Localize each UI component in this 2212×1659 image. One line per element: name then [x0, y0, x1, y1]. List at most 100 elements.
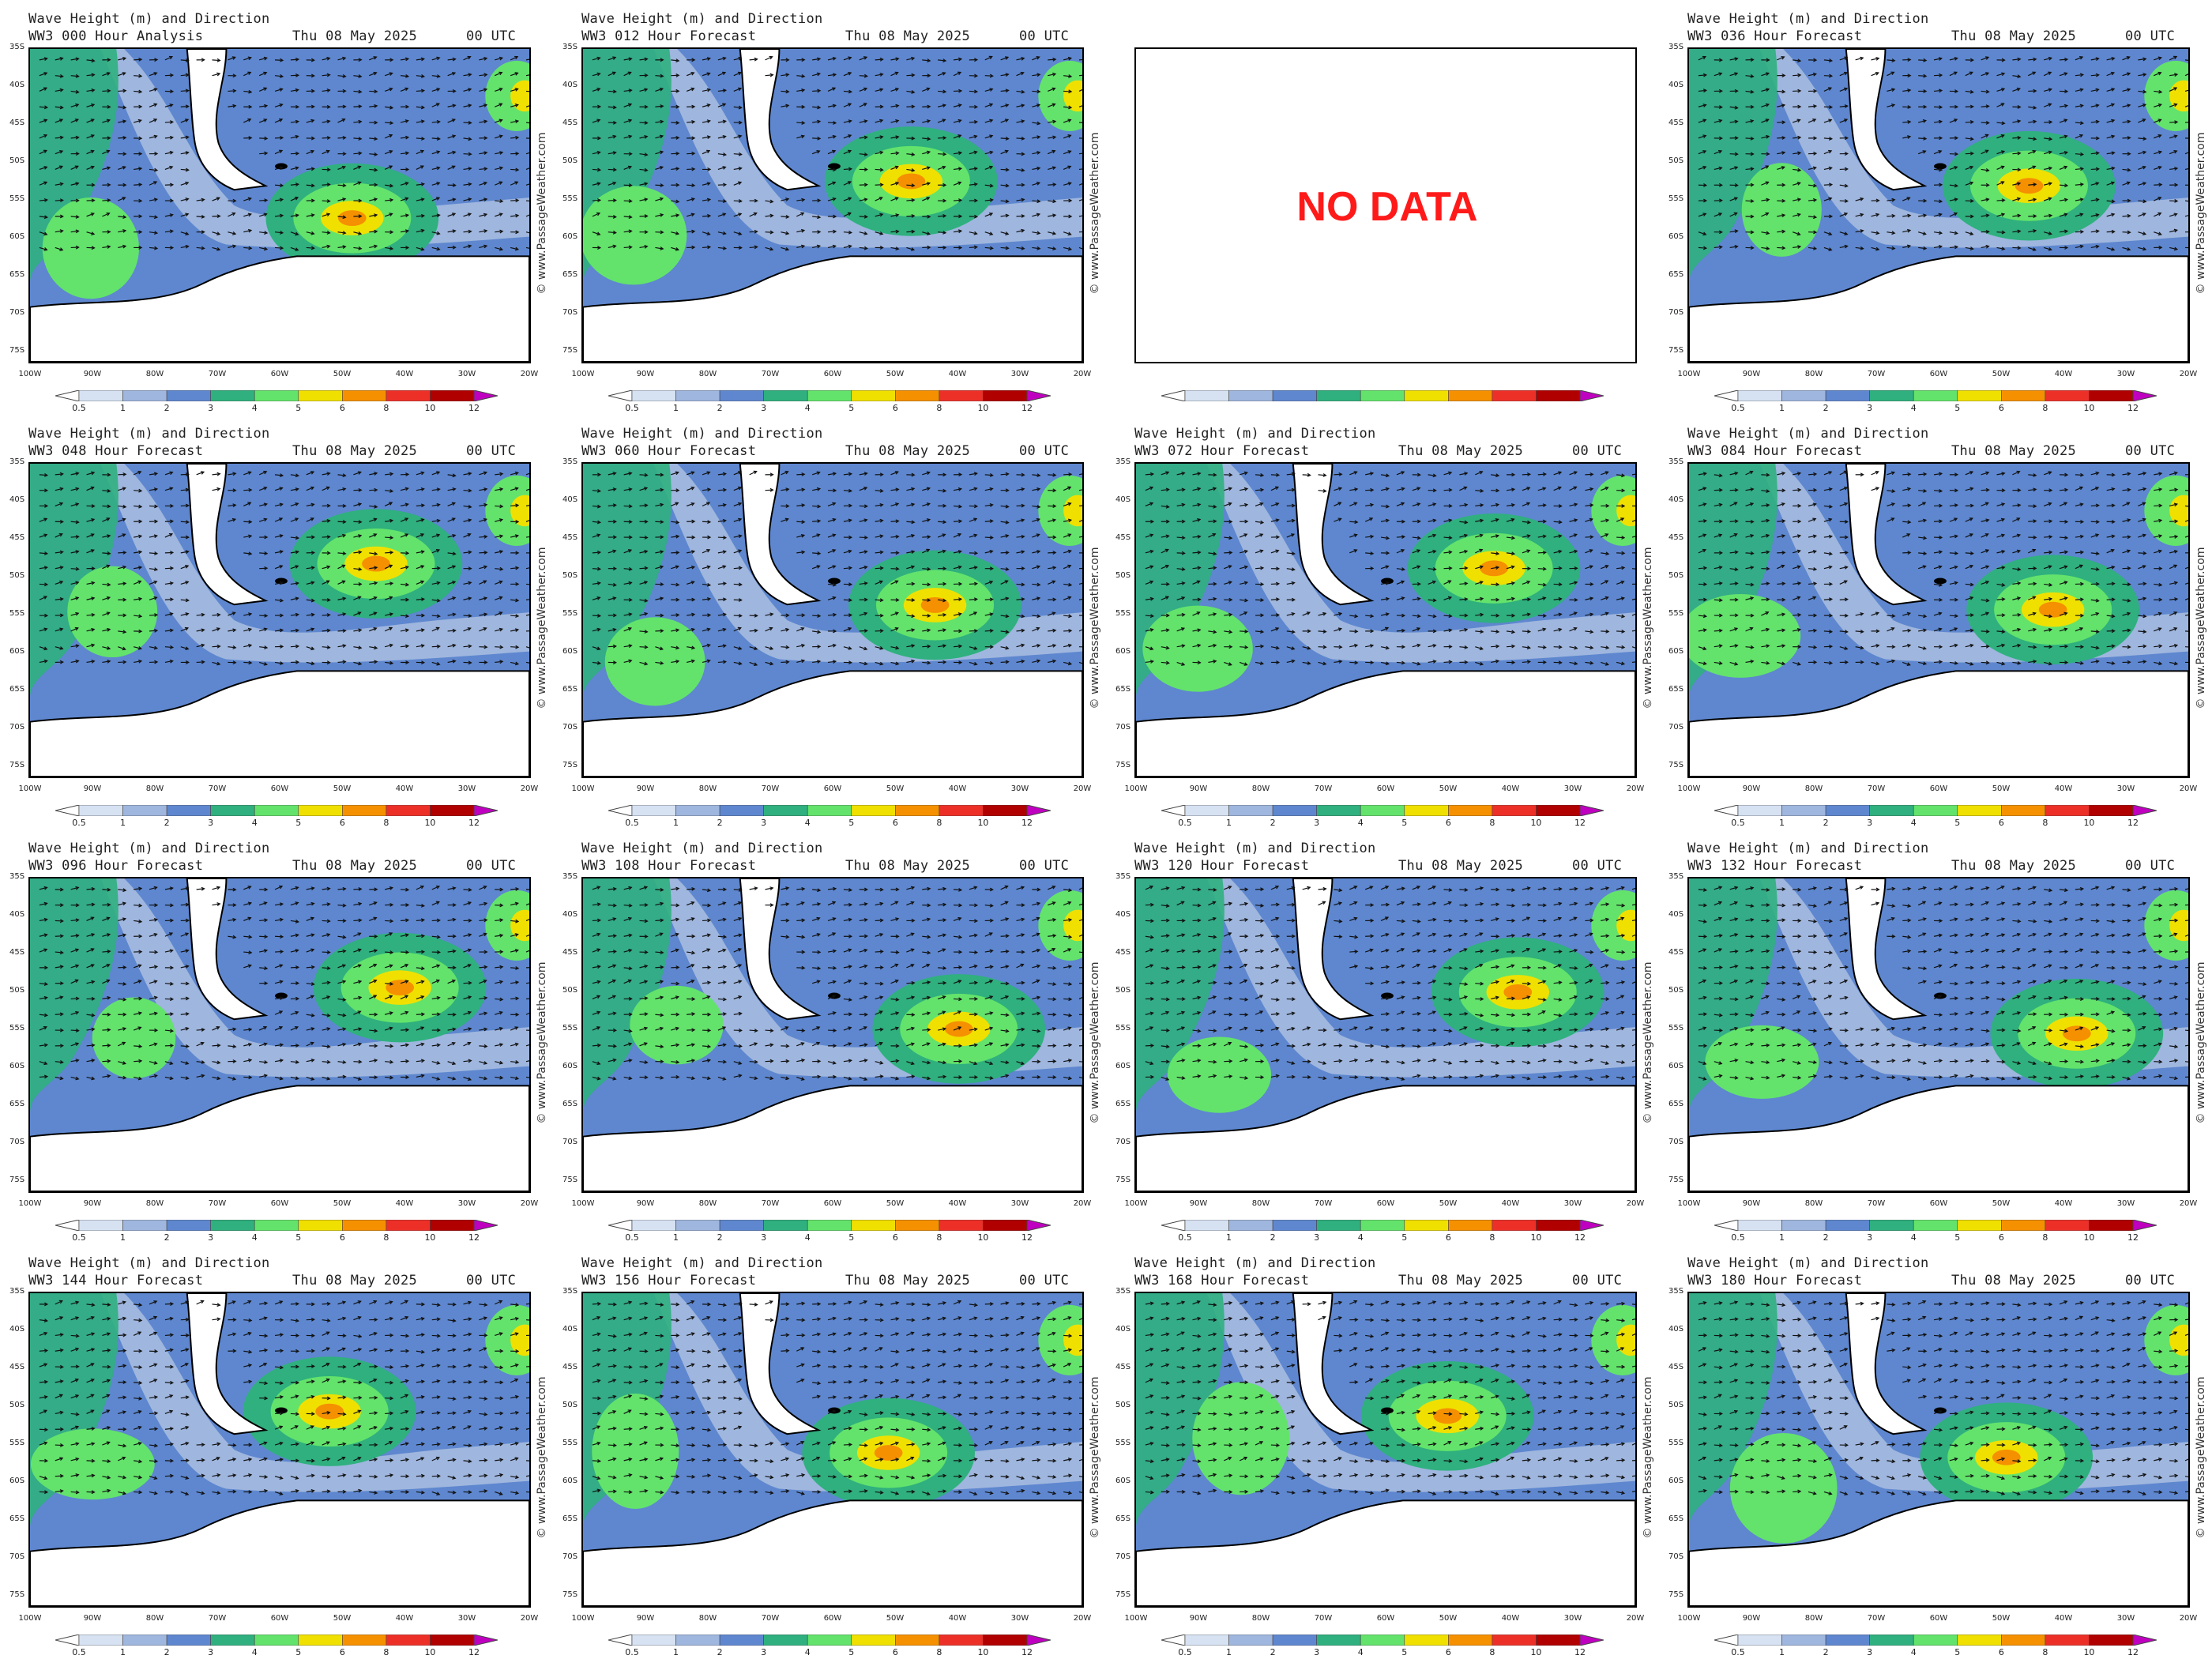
wave-arrow-head — [958, 504, 963, 509]
wave-arrow — [1745, 120, 1754, 123]
wave-arrow-head — [216, 612, 221, 617]
latitude-label: 50S — [9, 156, 25, 165]
panel-title: Wave Height (m) and Direction — [28, 11, 270, 27]
colorbar — [1161, 390, 1604, 401]
wave-arrow-head — [2000, 103, 2005, 107]
colorbar-segment — [1228, 390, 1273, 401]
wave-arrow-head — [405, 104, 410, 109]
wave-arrow-head — [706, 103, 711, 107]
wave-arrow-head — [597, 136, 602, 141]
wave-arrow — [938, 521, 946, 523]
wave-arrow-head — [817, 645, 822, 649]
wave-arrow — [1048, 231, 1056, 235]
wave-arrow — [259, 105, 268, 107]
wave-arrow-head — [863, 550, 868, 554]
wave-arrow — [2075, 183, 2083, 186]
wave-arrow — [1917, 231, 1926, 235]
wave-arrow-head — [373, 596, 378, 600]
wave-arrow — [258, 661, 267, 665]
wave-arrow-head — [1907, 58, 1912, 62]
wave-arrow — [1078, 168, 1082, 171]
wave-arrow-head — [690, 502, 695, 506]
wave-arrow-head — [122, 119, 127, 124]
wave-arrow-head — [389, 87, 393, 92]
wave-arrow — [953, 645, 961, 648]
wave-arrow-head — [722, 199, 728, 204]
wave-arrow — [39, 552, 47, 555]
wave-arrow-head — [1291, 472, 1296, 476]
wave-arrow — [1887, 71, 1894, 77]
wave-arrow-head — [958, 660, 963, 664]
wave-arrow — [655, 489, 664, 491]
wave-arrow-head — [1954, 136, 1959, 141]
wave-arrow-head — [1067, 596, 1072, 600]
wave-arrow — [906, 487, 915, 491]
wave-arrow-head — [326, 213, 331, 217]
wave-arrow-head — [1067, 56, 1073, 61]
wave-arrow-head — [1291, 581, 1296, 585]
wave-arrow — [1063, 231, 1071, 235]
wave-arrow — [733, 213, 742, 217]
wave-arrow — [1569, 533, 1577, 538]
wave-arrow-head — [404, 197, 409, 201]
wave-arrow-head — [1985, 182, 1990, 187]
wave-arrow-head — [122, 597, 127, 602]
wave-arrow-head — [1243, 611, 1248, 615]
wave-arrow — [306, 661, 314, 664]
wave-arrow — [400, 58, 408, 61]
wave-arrow — [655, 166, 664, 171]
wave-arrow-head — [1432, 567, 1437, 571]
wave-arrow — [118, 533, 126, 538]
wave-arrow-head — [2001, 198, 2006, 202]
wave-arrow — [431, 581, 440, 585]
wave-arrow — [70, 58, 79, 61]
wave-arrow-head — [1844, 104, 1849, 108]
wave-arrow-head — [612, 56, 617, 60]
wave-arrow-head — [248, 228, 253, 233]
wave-arrow — [687, 551, 695, 554]
wave-arrow-head — [1432, 614, 1437, 619]
wave-arrow — [39, 166, 47, 171]
wave-arrow-head — [1260, 613, 1265, 618]
wave-arrow — [134, 119, 141, 123]
wave-arrow-head — [514, 72, 519, 76]
wave-arrow-head — [1510, 503, 1516, 507]
wave-arrow-head — [879, 246, 884, 250]
wave-arrow — [1839, 88, 1848, 92]
wave-arrow — [1063, 502, 1071, 507]
wave-arrow-head — [895, 519, 900, 524]
wave-arrow-head — [1765, 212, 1770, 216]
wave-arrow-head — [2142, 182, 2147, 186]
wave-arrow-head — [169, 229, 175, 234]
wave-arrow — [843, 198, 852, 201]
wave-arrow — [70, 137, 79, 139]
wave-arrow-head — [2095, 119, 2100, 124]
wave-arrow-head — [832, 517, 837, 522]
wave-arrow — [1553, 521, 1562, 523]
wave-arrow-head — [310, 183, 315, 188]
wave-arrow-head — [721, 71, 727, 76]
colorbar-tick-label: 8 — [936, 818, 942, 828]
wave-arrow — [1537, 473, 1546, 476]
wave-arrow-head — [1750, 214, 1755, 219]
wave-arrow — [922, 661, 931, 664]
wave-arrow — [827, 596, 836, 600]
wave-arrow — [164, 660, 173, 664]
wave-arrow — [1302, 474, 1311, 476]
wave-arrow-head — [644, 630, 649, 634]
wave-arrow-head — [1922, 150, 1927, 154]
colorbar-high-arrow — [2132, 390, 2157, 401]
wave-arrow — [1917, 150, 1926, 155]
forecast-date: Thu 08 May 2025 — [1951, 28, 2077, 44]
wave-arrow-head — [706, 57, 711, 61]
wave-arrow — [369, 198, 378, 201]
colorbar-tick-label: 6 — [892, 403, 898, 413]
wave-arrow-head — [498, 611, 503, 615]
wave-arrow — [495, 135, 502, 139]
wave-arrow-head — [1401, 628, 1406, 633]
wave-arrow — [243, 198, 251, 201]
wave-height-map — [583, 49, 1082, 362]
colorbar-tick-label: 4 — [804, 818, 811, 828]
wave-arrow-head — [1734, 152, 1739, 156]
wave-arrow-head — [1969, 198, 1974, 203]
